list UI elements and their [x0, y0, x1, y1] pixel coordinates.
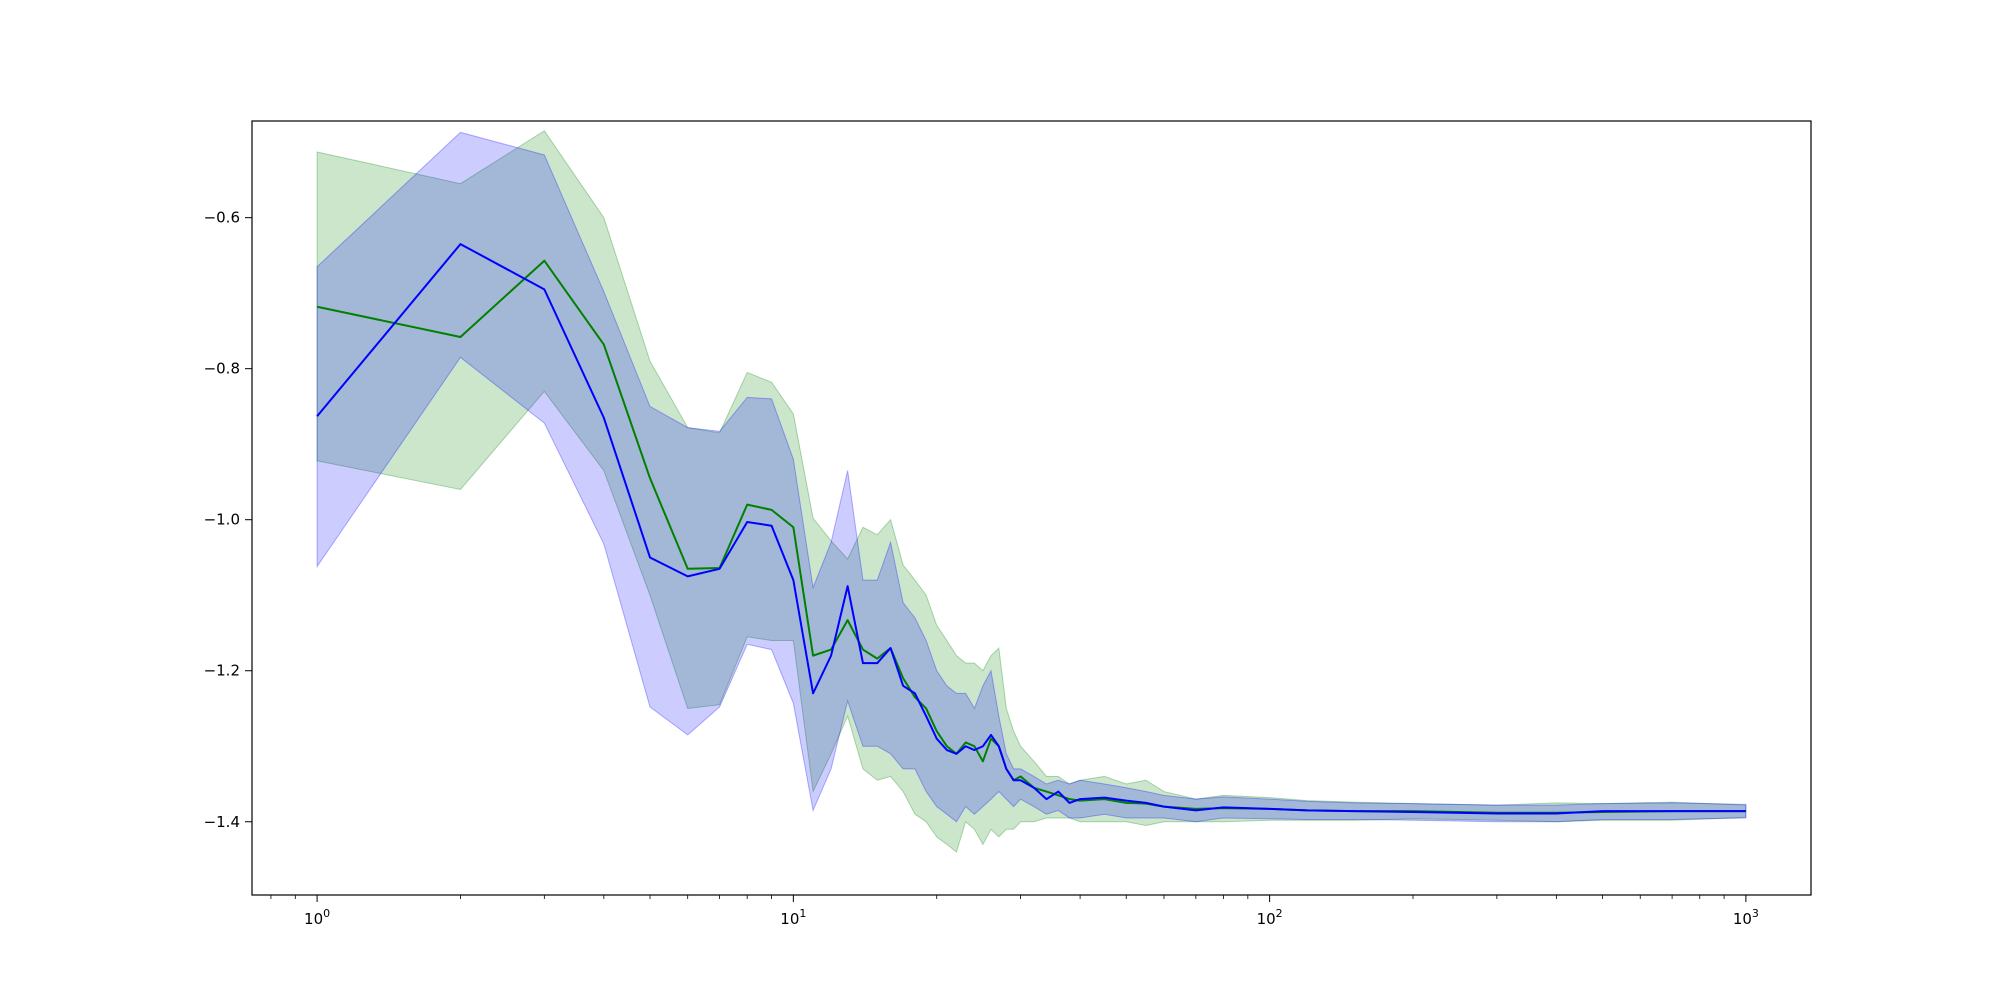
x-tick-label: 103 — [1733, 907, 1759, 928]
x-axis: 100 101 102 103 — [270, 895, 1759, 928]
line-series-2 — [316, 243, 1746, 815]
band-series-2 — [316, 131, 1747, 823]
y-tick-label: −1.0 — [204, 511, 240, 529]
y-axis: −0.6 −0.8 −1.0 −1.2 −1.4 — [204, 209, 252, 831]
y-tick-label: −0.6 — [204, 209, 240, 227]
y-tick-label: −1.4 — [204, 813, 240, 831]
y-tick-label: −1.2 — [204, 662, 240, 680]
x-tick-label: 100 — [304, 907, 330, 928]
x-tick-label: 102 — [1257, 907, 1283, 928]
x-tick-label: 101 — [780, 907, 806, 928]
confidence-bands — [316, 130, 1747, 853]
y-tick-label: −0.8 — [204, 360, 240, 378]
plot-frame — [251, 120, 1812, 896]
band-series-1 — [316, 130, 1747, 853]
series-lines — [316, 243, 1746, 815]
